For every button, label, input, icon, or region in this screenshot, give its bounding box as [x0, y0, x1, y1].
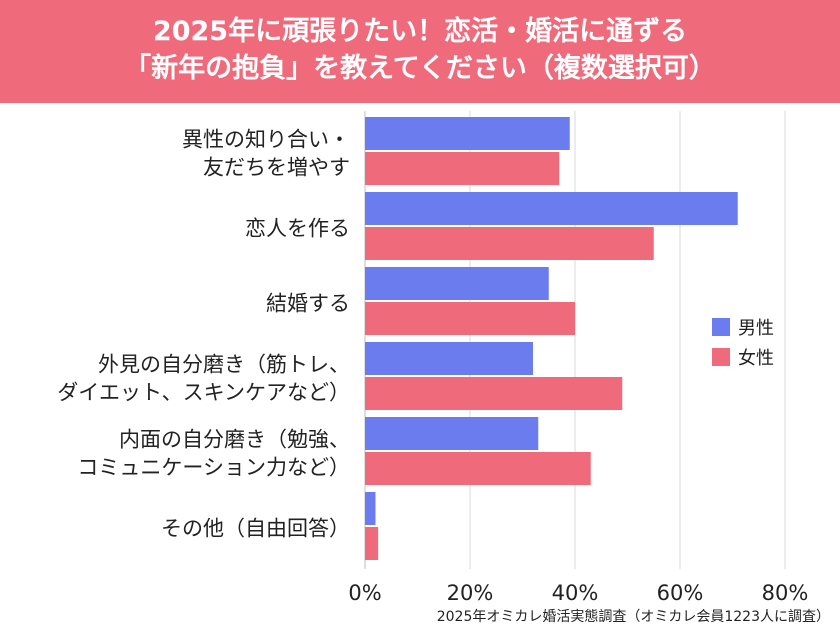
legend-swatch — [712, 318, 730, 336]
legend-swatch — [712, 348, 730, 366]
source-note: 2025年オミカレ婚活実態調査（オミカレ会員1223人に調査） — [436, 609, 830, 625]
bar-female — [365, 452, 591, 485]
category-label: 友だちを増やす — [203, 156, 350, 180]
chart-title-line2: 「新年の抱負」を教えてください（複数選択可） — [124, 53, 716, 84]
bar-female — [365, 377, 623, 410]
x-tick-label: 20% — [447, 581, 494, 603]
x-tick-label: 0% — [348, 581, 381, 603]
x-tick-label: 80% — [762, 581, 809, 603]
chart-title-line1: 2025年に頑張りたい！恋活・婚活に通ずる — [152, 16, 688, 47]
bar-male — [365, 492, 376, 525]
bar-female — [365, 152, 560, 185]
category-label: ダイエット、スキンケアなど） — [57, 381, 350, 405]
chart-title: 2025年に頑張りたい！恋活・婚活に通ずる 「新年の抱負」を教えてください（複数… — [0, 0, 840, 103]
category-label: その他（自由回答） — [161, 517, 350, 541]
x-tick-label: 40% — [552, 581, 599, 603]
category-label: 結婚する — [266, 292, 350, 316]
category-label: 内面の自分磨き（勉強、 — [119, 428, 350, 452]
category-label: 外見の自分磨き（筋トレ、 — [98, 353, 350, 377]
bar-male — [365, 342, 533, 375]
bar-female — [365, 302, 575, 335]
bar-male — [365, 192, 738, 225]
category-label: 恋人を作る — [245, 217, 350, 241]
bar-male — [365, 267, 549, 300]
legend-label: 男性 — [738, 318, 774, 339]
bar-female — [365, 527, 379, 560]
bar-chart: 0% 20% 40% 60% 80% 異性の知り合い・友だちを増やす恋人を作る結婚する外見… — [57, 111, 809, 603]
legend-label: 女性 — [738, 348, 774, 369]
bar-female — [365, 227, 654, 260]
x-tick-label: 60% — [657, 581, 704, 603]
bar-male — [365, 117, 570, 150]
bar-male — [365, 417, 539, 450]
category-label: 異性の知り合い・ — [182, 128, 350, 152]
category-label: コミュニケーション力など） — [77, 456, 350, 480]
